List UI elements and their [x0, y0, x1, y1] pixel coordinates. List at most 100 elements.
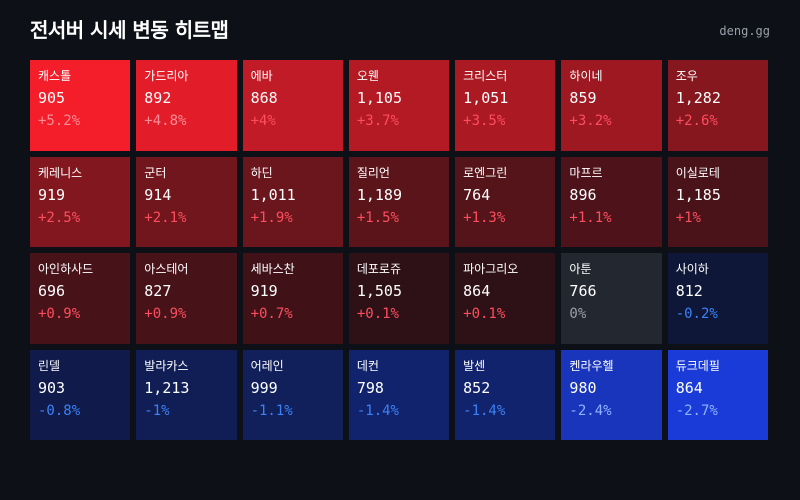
cell-price: 859 — [569, 89, 597, 107]
cell-server-name: 하딘 — [250, 165, 273, 180]
cell-price: 999 — [250, 378, 278, 397]
cell-server-name: 사이하 — [675, 262, 709, 276]
cell-change: +4.8% — [144, 113, 187, 129]
heatmap-cell[interactable]: 군터 914 +2.1% — [136, 156, 237, 247]
cell-price: 812 — [675, 282, 703, 300]
cell-price: 864 — [463, 282, 491, 300]
cell-price: 896 — [569, 185, 597, 204]
heatmap-cell[interactable]: 데포로쥬 1,505 +0.1% — [348, 253, 450, 344]
heatmap-cell[interactable]: 조우 1,282 +2.6% — [667, 60, 768, 151]
cell-change: +4% — [250, 113, 276, 129]
heatmap-cell[interactable]: 이실로테 1,185 +1% — [667, 156, 768, 247]
cell-price: 1,105 — [356, 89, 402, 107]
heatmap-cell[interactable]: 하이네 859 +3.2% — [561, 60, 662, 151]
cell-server-name: 캐스톨 — [38, 69, 72, 83]
heatmap-cell[interactable]: 세바스찬 919 +0.7% — [242, 253, 343, 344]
cell-price: 852 — [463, 378, 491, 397]
heatmap-cell[interactable]: 질리언 1,189 +1.5% — [348, 156, 450, 247]
cell-change: +0.7% — [250, 306, 293, 322]
cell-price: 696 — [38, 282, 66, 300]
cell-change: +1.1% — [569, 209, 612, 226]
heatmap-cell[interactable]: 오웬 1,105 +3.7% — [348, 60, 450, 151]
cell-price: 919 — [250, 282, 278, 300]
cell-price: 868 — [250, 89, 278, 107]
cell-change: 0% — [569, 306, 587, 322]
heatmap-cell[interactable]: 파아그리오 864 +0.1% — [455, 253, 556, 344]
cell-server-name: 발라카스 — [144, 358, 189, 373]
cell-change: +5.2% — [38, 113, 81, 129]
heatmap-cell[interactable]: 발라카스 1,213 -1% — [136, 349, 237, 440]
cell-server-name: 듀크데필 — [675, 358, 720, 373]
cell-server-name: 아인하사드 — [38, 262, 94, 276]
cell-change: -1% — [144, 402, 170, 419]
heatmap-cell[interactable]: 크리스터 1,051 +3.5% — [455, 60, 556, 151]
heatmap-cell[interactable]: 어레인 999 -1.1% — [242, 349, 343, 440]
cell-price: 864 — [675, 378, 703, 397]
cell-change: +0.1% — [463, 306, 506, 322]
heatmap-cell[interactable]: 로엔그린 764 +1.3% — [455, 156, 556, 247]
heatmap-cell[interactable]: 캐스톨 905 +5.2% — [30, 60, 131, 151]
cell-change: -2.4% — [569, 402, 612, 419]
heatmap-cell[interactable]: 켄라우헬 980 -2.4% — [561, 349, 662, 440]
heatmap-cell[interactable]: 아스테어 827 +0.9% — [136, 253, 237, 344]
cell-server-name: 군터 — [144, 165, 167, 180]
cell-change: -0.8% — [38, 402, 81, 419]
heatmap-grid: 캐스톨 905 +5.2% 가드리아 892 +4.8% 에바 868 +4% 오웬 1,105 +3… — [30, 60, 768, 440]
cell-price: 798 — [356, 378, 384, 397]
heatmap-cell[interactable]: 에바 868 +4% — [242, 60, 343, 151]
cell-price: 1,505 — [356, 282, 402, 300]
heatmap-cell[interactable]: 데컨 798 -1.4% — [348, 349, 450, 440]
cell-price: 905 — [38, 89, 66, 107]
cell-change: -0.2% — [675, 306, 718, 322]
heatmap-cell[interactable]: 아인하사드 696 +0.9% — [30, 253, 131, 344]
cell-price: 892 — [144, 89, 172, 107]
cell-server-name: 발센 — [463, 358, 486, 373]
cell-price: 1,051 — [463, 89, 509, 107]
cell-change: +3.2% — [569, 113, 612, 129]
heatmap-cell[interactable]: 케레니스 919 +2.5% — [30, 156, 131, 247]
cell-price: 914 — [144, 185, 172, 204]
cell-server-name: 켄라우헬 — [569, 358, 614, 373]
cell-server-name: 데컨 — [356, 358, 379, 373]
cell-server-name: 파아그리오 — [463, 262, 519, 276]
cell-change: +3.5% — [463, 113, 506, 129]
cell-price: 980 — [569, 378, 597, 397]
cell-server-name: 오웬 — [356, 69, 379, 83]
cell-price: 766 — [569, 282, 597, 300]
heatmap-cell[interactable]: 하딘 1,011 +1.9% — [242, 156, 343, 247]
cell-server-name: 에바 — [250, 69, 273, 83]
cell-server-name: 질리언 — [356, 165, 390, 180]
heatmap-cell[interactable]: 가드리아 892 +4.8% — [136, 60, 237, 151]
cell-price: 1,213 — [144, 378, 190, 397]
cell-server-name: 데포로쥬 — [356, 262, 402, 276]
cell-change: -1.4% — [356, 402, 399, 419]
cell-change: +0.9% — [144, 306, 187, 322]
cell-server-name: 가드리아 — [144, 69, 189, 83]
page-title: 전서버 시세 변동 히트맵 — [30, 18, 229, 42]
cell-change: -2.7% — [675, 402, 718, 419]
cell-change: +1.5% — [356, 209, 399, 226]
heatmap-cell[interactable]: 아툰 766 0% — [561, 253, 662, 344]
cell-price: 1,189 — [356, 185, 402, 204]
cell-price: 919 — [38, 185, 66, 204]
cell-server-name: 어레인 — [250, 358, 284, 373]
heatmap-cell[interactable]: 듀크데필 864 -2.7% — [667, 349, 768, 440]
cell-server-name: 마프르 — [569, 165, 603, 180]
cell-change: +0.9% — [38, 306, 81, 322]
cell-server-name: 세바스찬 — [250, 262, 295, 276]
cell-change: +1% — [675, 209, 701, 226]
cell-server-name: 크리스터 — [463, 69, 508, 83]
cell-change: +2.1% — [144, 209, 187, 226]
heatmap-cell[interactable]: 마프르 896 +1.1% — [561, 156, 662, 247]
cell-server-name: 조우 — [675, 69, 698, 83]
cell-change: +0.1% — [356, 306, 399, 322]
heatmap-cell[interactable]: 발센 852 -1.4% — [455, 349, 556, 440]
cell-change: -1.4% — [463, 402, 506, 419]
cell-price: 764 — [463, 185, 491, 204]
heatmap-cell[interactable]: 린델 903 -0.8% — [30, 349, 131, 440]
cell-price: 827 — [144, 282, 172, 300]
cell-change: +3.7% — [356, 113, 399, 129]
cell-server-name: 케레니스 — [38, 165, 83, 180]
heatmap-cell[interactable]: 사이하 812 -0.2% — [667, 253, 768, 344]
cell-server-name: 이실로테 — [675, 165, 720, 180]
